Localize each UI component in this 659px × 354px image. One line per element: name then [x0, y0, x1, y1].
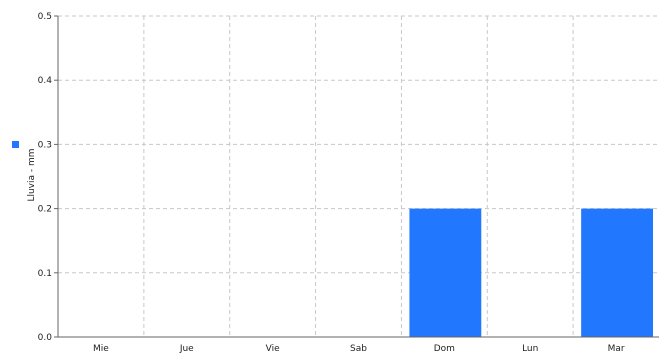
bar-mar — [581, 208, 653, 337]
y-tick-label: 0.0 — [38, 333, 53, 343]
x-tick-label: Vie — [266, 344, 280, 354]
x-tick-label: Sab — [350, 344, 367, 354]
y-tick-label: 0.4 — [38, 76, 53, 86]
grid-lines — [58, 15, 659, 337]
legend-marker — [12, 141, 19, 148]
x-tick-label: Dom — [434, 344, 455, 354]
x-tick-label: Mar — [608, 344, 625, 354]
x-tick-label: Mie — [93, 344, 109, 354]
x-tick-label: Lun — [522, 344, 538, 354]
bars — [409, 208, 653, 337]
x-tick-labels: Mie Jue Vie Sab Dom Lun Mar — [93, 344, 625, 354]
y-tick-label: 0.5 — [38, 12, 52, 22]
bar-dom — [409, 208, 482, 337]
axes — [54, 15, 659, 338]
y-tick-label: 0.1 — [38, 269, 52, 279]
y-tick-labels: 0.0 0.1 0.2 0.3 0.4 0.5 — [38, 12, 53, 343]
y-tick-label: 0.2 — [38, 205, 52, 215]
x-tick-label: Jue — [179, 344, 194, 354]
y-axis-label: Lluvia - mm — [27, 148, 37, 201]
y-tick-label: 0.3 — [38, 140, 52, 150]
